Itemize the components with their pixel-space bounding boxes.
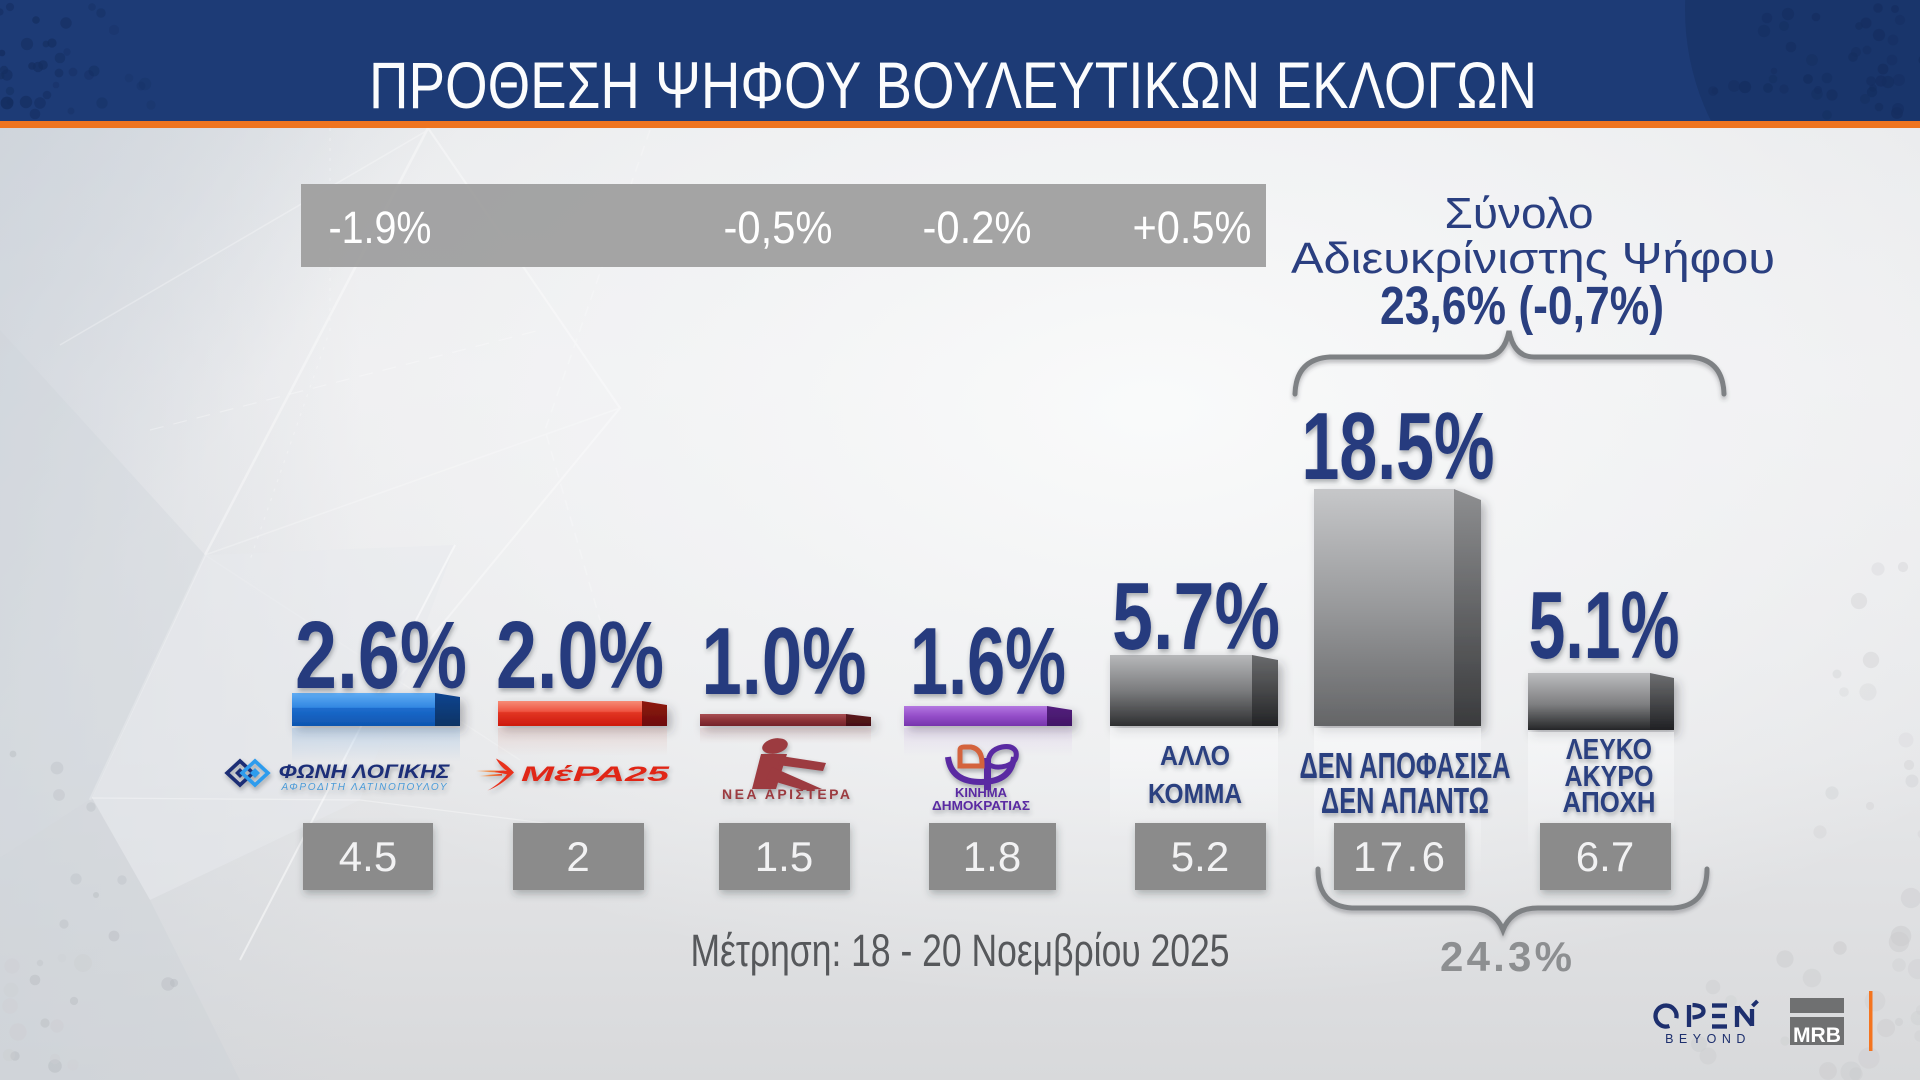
svg-text:ΑΦΡΟΔΙΤΗ ΛΑΤΙΝΟΠΟΥΛΟΥ: ΑΦΡΟΔΙΤΗ ΛΑΤΙΝΟΠΟΥΛΟΥ (281, 782, 448, 793)
svg-text:-0,5%: -0,5% (724, 202, 833, 253)
svg-text:ΔΕΝ ΑΠΑΝΤΩ: ΔΕΝ ΑΠΑΝΤΩ (1321, 780, 1489, 821)
svg-text:23,6% (-0,7%): 23,6% (-0,7%) (1380, 276, 1664, 336)
svg-text:6.7: 6.7 (1576, 833, 1634, 880)
svg-text:MRB: MRB (1793, 1024, 1841, 1047)
svg-text:+0.5%: +0.5% (1133, 202, 1252, 253)
svg-text:Αδιευκρίνιστης Ψήφου: Αδιευκρίνιστης Ψήφου (1291, 234, 1775, 283)
svg-text:ΠΡΟΘΕΣΗ ΨΗΦΟΥ ΒΟΥΛΕΥΤΙΚΩΝ ΕΚΛΟ: ΠΡΟΘΕΣΗ ΨΗΦΟΥ ΒΟΥΛΕΥΤΙΚΩΝ ΕΚΛΟΓΩΝ (369, 48, 1537, 122)
svg-text:-1.9%: -1.9% (329, 202, 432, 253)
svg-text:2.0%: 2.0% (496, 602, 664, 709)
svg-text:ΑΠΟΧΗ: ΑΠΟΧΗ (1563, 787, 1656, 819)
svg-text:ΜέΡΑ25: ΜέΡΑ25 (521, 763, 670, 786)
svg-text:5.7%: 5.7% (1112, 563, 1280, 670)
svg-text:BEYOND: BEYOND (1665, 1032, 1751, 1046)
svg-text:ΔΗΜΟΚΡΑΤΙΑΣ: ΔΗΜΟΚΡΑΤΙΑΣ (932, 798, 1030, 813)
svg-text:4.5: 4.5 (339, 833, 397, 880)
svg-text:1.5: 1.5 (755, 833, 813, 880)
svg-text:Σύνολο: Σύνολο (1445, 189, 1594, 238)
svg-text:1.0%: 1.0% (702, 608, 867, 715)
svg-text:ΛΕΥΚΟ: ΛΕΥΚΟ (1566, 734, 1652, 766)
svg-text:1.6%: 1.6% (910, 608, 1066, 715)
svg-text:ΑΛΛΟ: ΑΛΛΟ (1160, 740, 1230, 771)
svg-text:ΑΚΥΡΟ: ΑΚΥΡΟ (1565, 761, 1654, 793)
svg-text:2: 2 (566, 833, 589, 880)
svg-text:Μέτρηση: 18 - 20 Νοεμβρίου 202: Μέτρηση: 18 - 20 Νοεμβρίου 2025 (691, 925, 1230, 976)
svg-text:-0.2%: -0.2% (923, 202, 1032, 253)
svg-text:ΚΟΜΜΑ: ΚΟΜΜΑ (1148, 778, 1242, 809)
svg-text:ΦΩΝΗ ΛΟΓΙΚΗΣ: ΦΩΝΗ ΛΟΓΙΚΗΣ (279, 762, 451, 783)
svg-text:5.2: 5.2 (1171, 833, 1229, 880)
svg-text:18.5%: 18.5% (1302, 393, 1495, 500)
svg-text:2.6%: 2.6% (295, 602, 467, 709)
svg-text:1.8: 1.8 (963, 833, 1021, 880)
svg-text:17.6: 17.6 (1353, 833, 1445, 880)
svg-text:ΚΙΝΗΜΑ: ΚΙΝΗΜΑ (955, 785, 1008, 800)
svg-text:5.1%: 5.1% (1529, 572, 1680, 679)
svg-text:ΝΕΑ ΑΡΙΣΤΕΡΑ: ΝΕΑ ΑΡΙΣΤΕΡΑ (722, 786, 850, 802)
svg-text:ΔΕΝ ΑΠΟΦΑΣΙΣΑ: ΔΕΝ ΑΠΟΦΑΣΙΣΑ (1300, 745, 1511, 786)
